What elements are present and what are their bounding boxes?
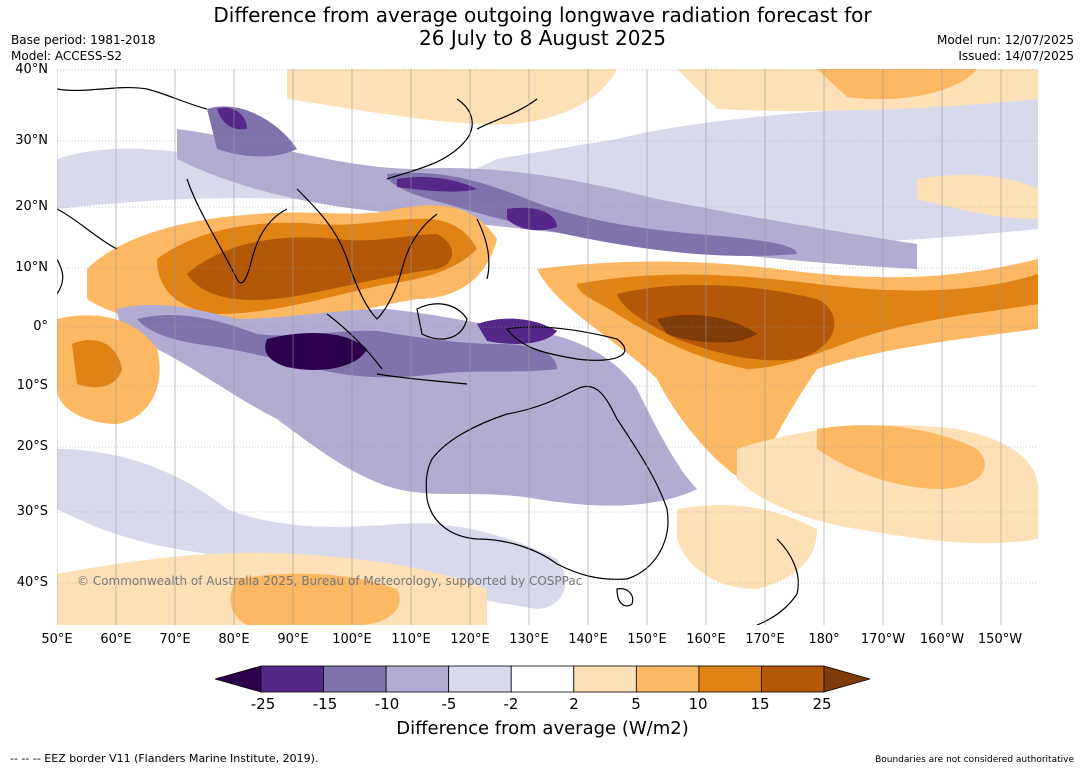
colorbar-label-0: -25 — [250, 695, 276, 713]
anomaly-north-orange — [287, 69, 617, 125]
model-run: Model run: 12/07/2025 — [936, 33, 1074, 47]
anomaly-ne-orange-strong — [817, 69, 977, 100]
anomaly-banda-purple — [477, 318, 557, 344]
anomaly-swpac-orange — [817, 425, 985, 489]
coast-africa-horn — [57, 258, 64, 295]
anomaly-south-purple-light — [57, 449, 566, 609]
anomaly-wnp-purple-strong — [387, 172, 797, 256]
lon-tick-150w: 150°W — [977, 632, 1023, 647]
title-line-2: 26 July to 8 August 2025 — [419, 26, 666, 50]
lat-tick-30s: 30°S — [16, 504, 48, 519]
lon-tick-160e: 160°E — [686, 632, 726, 647]
lon-tick-50e: 50°E — [41, 632, 73, 647]
coast-central-asia — [57, 86, 208, 110]
coast-borneo — [416, 303, 468, 340]
lon-tick-120e: 120°E — [450, 632, 490, 647]
meridians — [57, 69, 1002, 625]
model-name: Model: ACCESS-S2 — [11, 49, 123, 63]
lon-tick-90e: 90°E — [277, 632, 309, 647]
anomaly-wio-orange-strong — [72, 340, 122, 388]
lon-tick-80e: 80°E — [218, 632, 250, 647]
anomaly-wnp-purple-core-2 — [507, 207, 557, 231]
anomaly-map — [57, 69, 1038, 625]
lat-tick-40s: 40°S — [16, 575, 48, 590]
coastlines — [57, 86, 799, 625]
coast-philippines — [476, 218, 490, 280]
anomaly-io-purple-core — [265, 333, 367, 370]
colorbar-swatch-6 — [635, 665, 700, 693]
colorbar-label-1: -15 — [312, 695, 338, 713]
lat-tick-20s: 20°S — [16, 439, 48, 454]
issued-date: Issued: 14/07/2025 — [958, 49, 1074, 63]
colorbar-swatch-3 — [448, 665, 512, 693]
colorbar-label-7: 10 — [688, 695, 708, 713]
eez-note: -- -- -- EEZ border V11 (Flanders Marine… — [10, 752, 319, 765]
coast-india — [186, 178, 288, 284]
lat-tick-20n: 20°N — [15, 199, 48, 214]
colorbar-swatch-0 — [260, 665, 324, 693]
anomaly-wnp-purple-core — [397, 177, 477, 192]
coast-java — [376, 373, 468, 385]
lon-tick-100e: 100°E — [332, 632, 372, 647]
map-title: Difference from average outgoing longwav… — [0, 4, 1085, 50]
colorbar-label-3: -5 — [441, 695, 457, 713]
colorbar-swatch-2 — [385, 665, 450, 693]
lon-tick-170e: 170°E — [745, 632, 785, 647]
lon-tick-60e: 60°E — [100, 632, 132, 647]
colorbar-svg — [213, 665, 872, 693]
colorbar-swatch-8 — [761, 665, 825, 693]
base-period: Base period: 1981-2018 — [11, 33, 156, 47]
anomaly-so-orange — [230, 573, 400, 625]
coast-tasmania — [616, 588, 634, 607]
map-panel — [57, 69, 1038, 625]
anomaly-wnp-purple — [177, 129, 917, 269]
lat-tick-10n: 10°N — [15, 260, 48, 275]
colorbar-label-6: 5 — [631, 695, 641, 713]
coast-australia — [425, 385, 669, 580]
lat-tick-eq: 0° — [33, 319, 48, 334]
lon-tick-110e: 110°E — [391, 632, 431, 647]
coast-arabia — [57, 208, 118, 250]
anomaly-himalaya-core — [217, 107, 247, 130]
coast-japan — [476, 98, 538, 130]
lon-tick-180: 180° — [808, 632, 840, 647]
lon-tick-170w: 170°W — [860, 632, 906, 647]
anomaly-pacific-light-orange — [917, 174, 1038, 219]
colorbar-swatch-1 — [323, 665, 387, 693]
lon-tick-150e: 150°E — [627, 632, 667, 647]
colorbar-swatch-4 — [510, 665, 575, 693]
colorbar-swatch-5 — [573, 665, 637, 693]
colorbar-label-4: -2 — [503, 695, 519, 713]
lon-tick-140e: 140°E — [568, 632, 608, 647]
colorbar-title: Difference from average (W/m2) — [396, 718, 689, 739]
colorbar-swatch-7 — [698, 665, 762, 693]
colorbar — [213, 662, 872, 696]
copyright-notice: © Commonwealth of Australia 2025, Bureau… — [77, 574, 583, 588]
lon-tick-130e: 130°E — [509, 632, 549, 647]
meta-right: Model run: 12/07/2025 Issued: 14/07/2025 — [937, 32, 1074, 64]
colorbar-arrow-high — [823, 665, 872, 693]
coast-new-guinea — [505, 326, 626, 361]
anomaly-tasman-orange-light — [677, 505, 817, 589]
lon-tick-70e: 70°E — [159, 632, 191, 647]
anomaly-cpac-orange-core — [657, 314, 757, 343]
anomaly-io-orange-strong — [187, 234, 452, 300]
colorbar-label-2: -10 — [374, 695, 400, 713]
lat-tick-10s: 10°S — [16, 378, 48, 393]
colorbar-label-8: 15 — [750, 695, 770, 713]
lat-tick-30n: 30°N — [15, 133, 48, 148]
colorbar-label-5: 2 — [569, 695, 579, 713]
coast-new-zealand — [756, 538, 799, 625]
colorbar-label-9: 25 — [812, 695, 832, 713]
boundaries-note: Boundaries are not considered authoritat… — [875, 755, 1074, 765]
coast-sumatra — [326, 313, 383, 370]
coast-se-asia — [296, 188, 438, 320]
title-line-1: Difference from average outgoing longwav… — [213, 3, 872, 27]
meta-left: Base period: 1981-2018 Model: ACCESS-S2 — [11, 32, 156, 64]
colorbar-arrow-low — [213, 665, 262, 693]
lon-tick-160w: 160°W — [919, 632, 965, 647]
lat-tick-40n: 40°N — [15, 62, 48, 77]
